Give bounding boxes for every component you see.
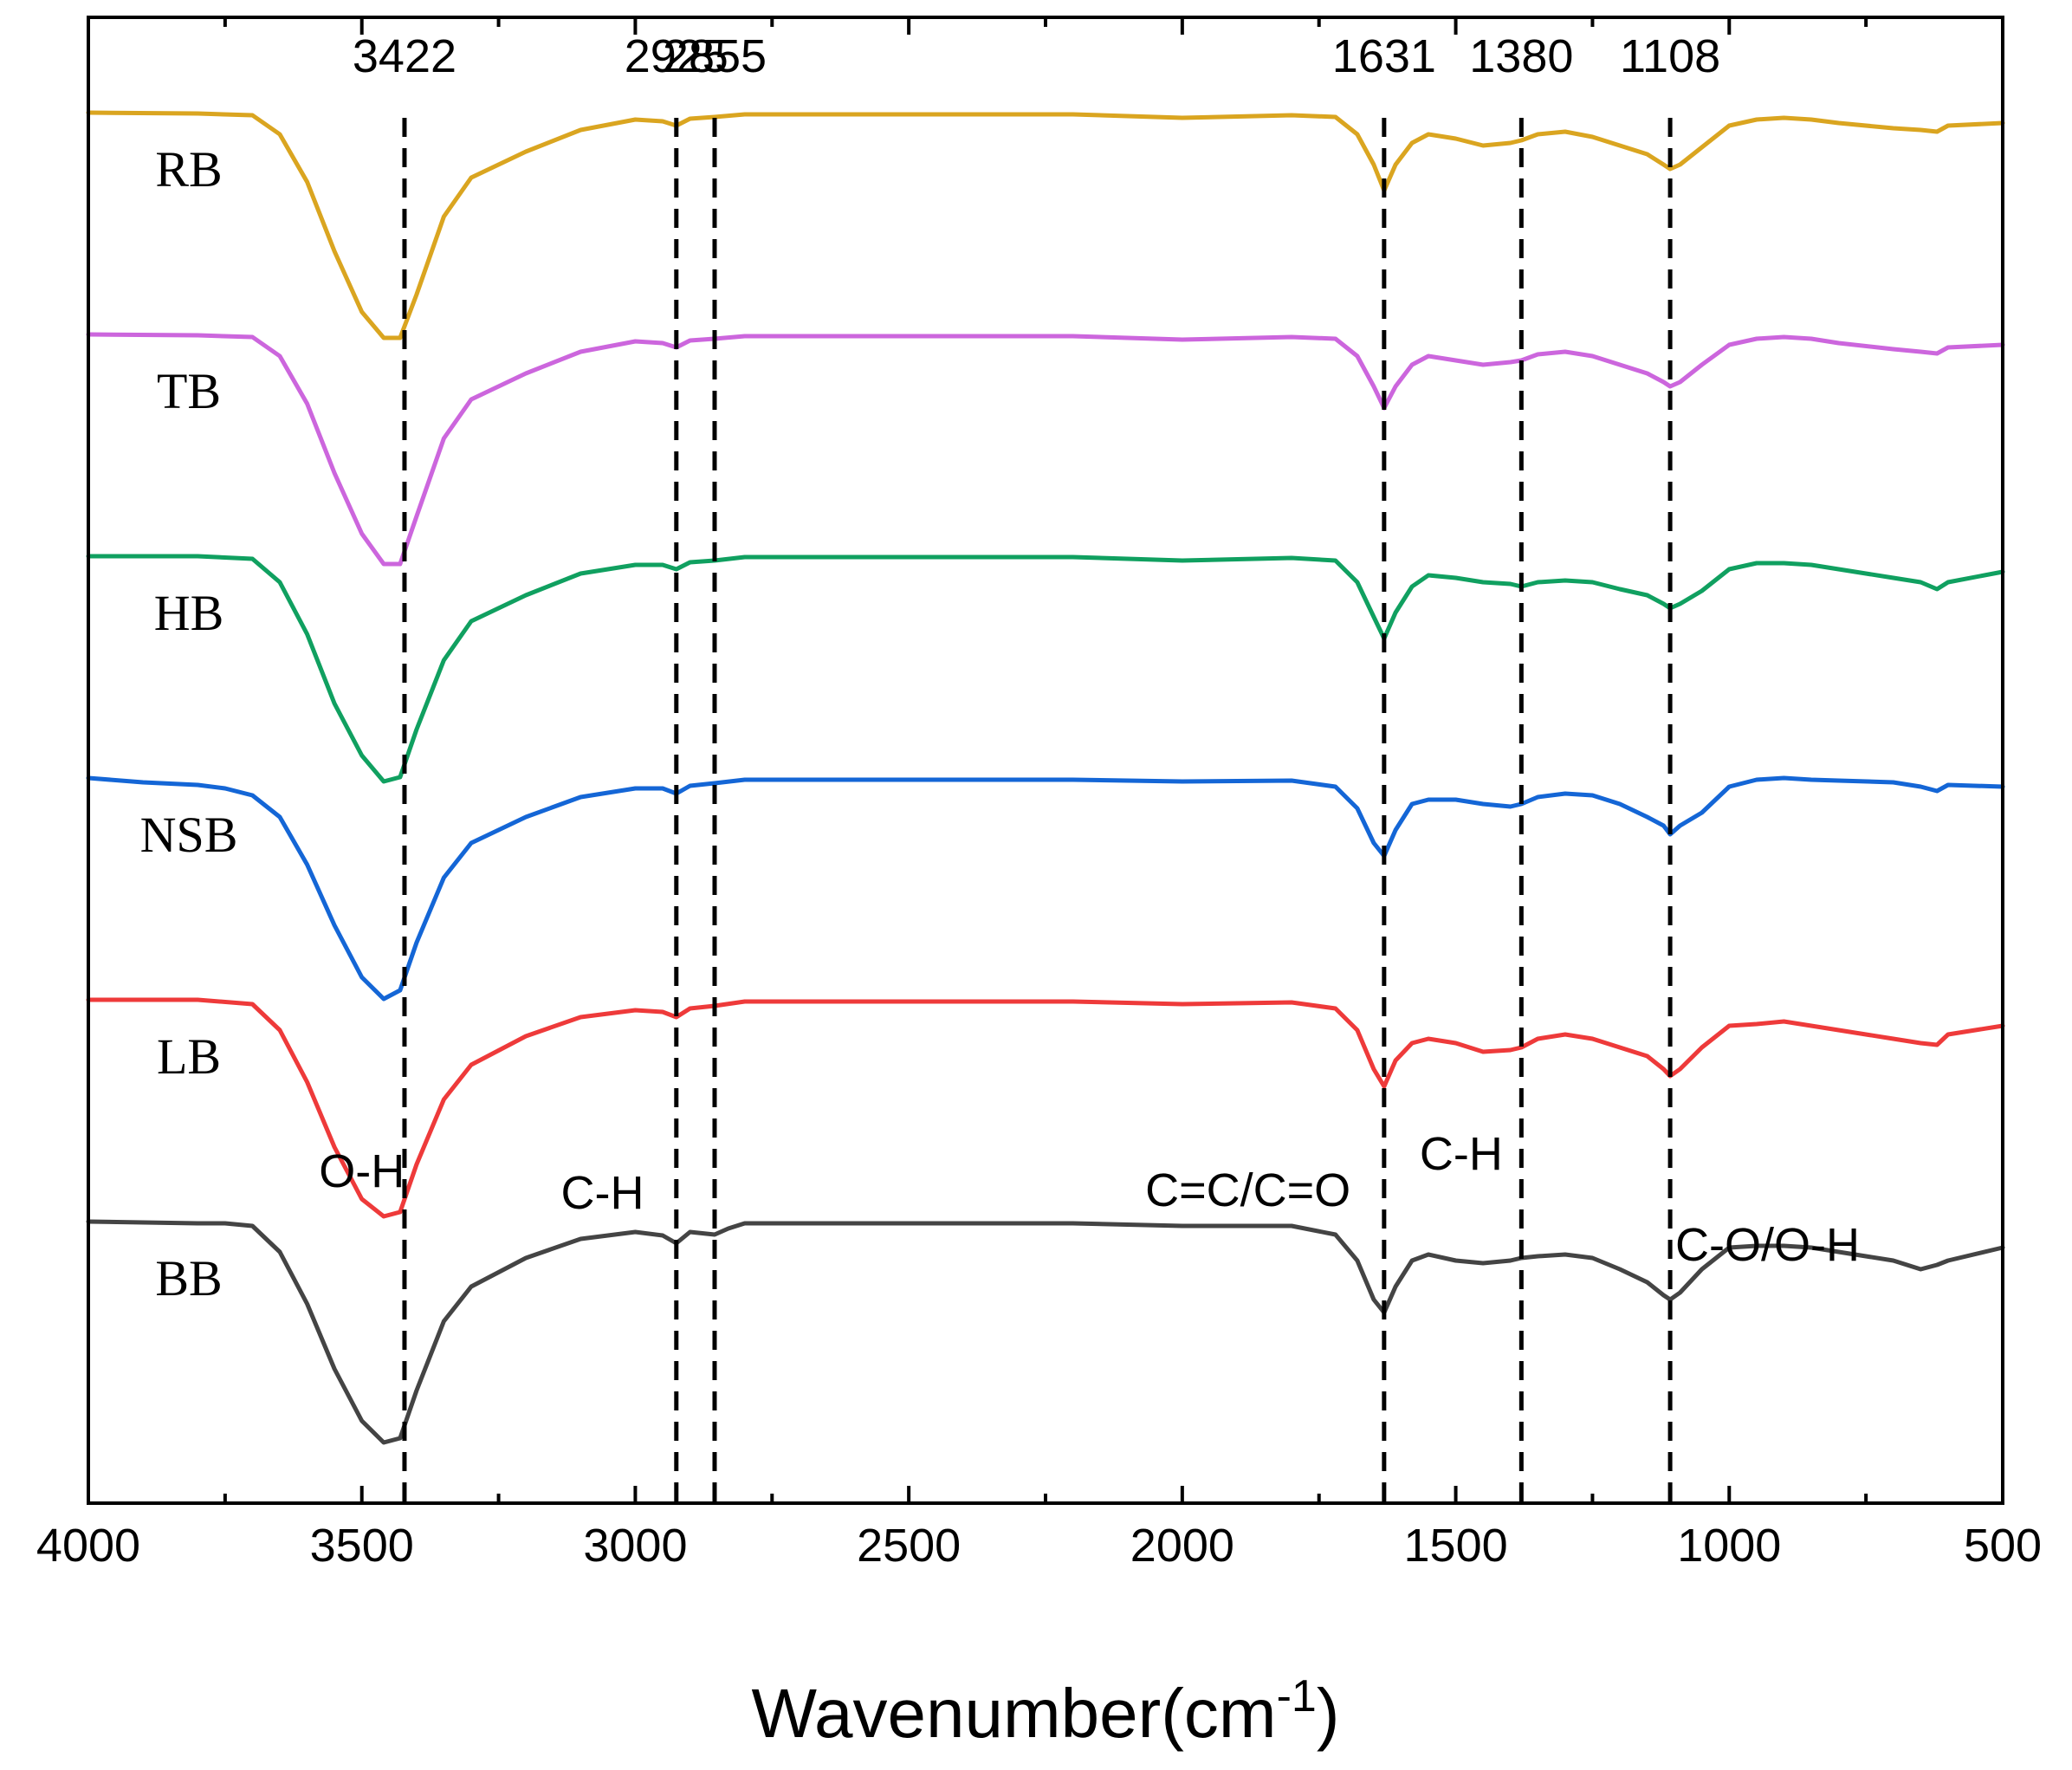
x-axis-title-close: ) (1317, 1675, 1340, 1752)
series-line-hb (86, 554, 2005, 784)
band-label: C=C/C=O (1145, 1164, 1350, 1216)
plot-frame (87, 16, 2004, 1505)
x-tick-label: 3000 (583, 1520, 687, 1572)
series-line-bb (86, 1219, 2005, 1445)
series-label-nsb: NSB (140, 807, 238, 863)
x-tick-label: 1500 (1404, 1520, 1508, 1572)
x-tick-label: 3500 (310, 1520, 414, 1572)
x-axis-title: Wavenumber(cm-1) (752, 1671, 1340, 1752)
x-tick-label: 2000 (1130, 1520, 1234, 1572)
series-label-tb: TB (157, 363, 221, 419)
series-layer (86, 110, 2005, 1445)
peak-label-1631: 1631 (1332, 30, 1436, 82)
peak-label-1108: 1108 (1620, 30, 1720, 82)
x-tick-label: 2500 (857, 1520, 961, 1572)
series-label-bb: BB (155, 1250, 222, 1306)
band-label: O-H (319, 1145, 405, 1197)
x-axis-title-main: Wavenumber(cm (752, 1675, 1277, 1752)
band-label: C-O/O-H (1675, 1219, 1860, 1271)
band-label: C-H (1420, 1128, 1503, 1180)
peak-lines-layer (402, 118, 1673, 1503)
x-axis-ticks: 4000 3500 3000 2500 2000 1500 1000 500 (36, 17, 2042, 1572)
series-line-rb (86, 110, 2005, 340)
series-line-tb (86, 332, 2005, 567)
plot-frame-border (87, 16, 2004, 1505)
x-tick-label: 4000 (36, 1520, 140, 1572)
peak-label-2925: 2925 (625, 30, 728, 82)
x-axis-title-superscript: -1 (1277, 1671, 1317, 1721)
series-line-lb (86, 997, 2005, 1219)
x-tick-label: 1000 (1677, 1520, 1781, 1572)
series-label-lb: LB (157, 1028, 221, 1085)
peak-label-1380: 1380 (1469, 30, 1573, 82)
series-label-rb: RB (155, 141, 222, 198)
peak-label-2855: 2855 (663, 30, 767, 82)
series-line-nsb (86, 775, 2005, 1002)
peak-label-3422: 3422 (353, 30, 456, 82)
band-label: C-H (561, 1167, 644, 1219)
x-tick-label: 500 (1964, 1520, 2042, 1572)
series-label-hb: HB (154, 585, 224, 641)
